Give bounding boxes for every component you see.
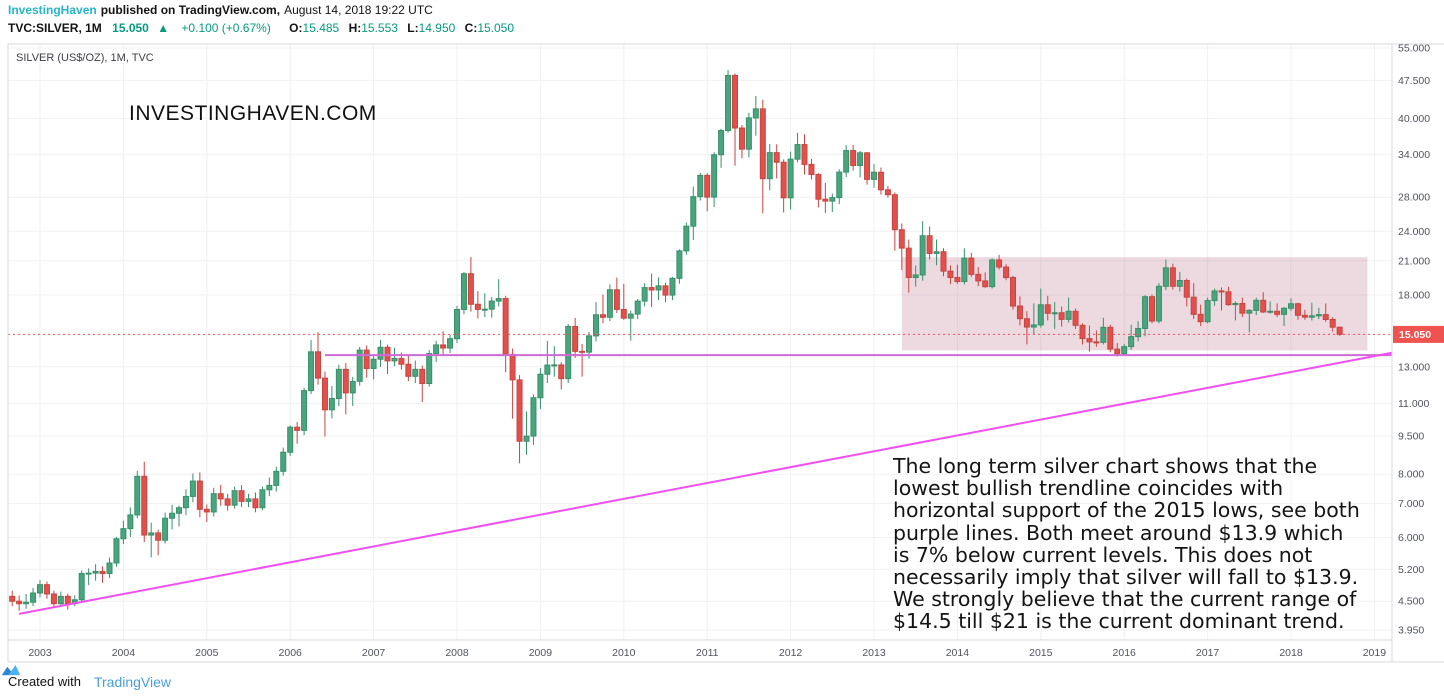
svg-text:2014: 2014 — [946, 647, 970, 659]
svg-text:8.000: 8.000 — [1398, 469, 1424, 481]
grid-layer — [8, 44, 1392, 640]
svg-text:4.500: 4.500 — [1398, 596, 1424, 608]
bullish-trendline[interactable] — [18, 351, 1393, 615]
change-arrow-icon: ▲ — [157, 21, 170, 35]
svg-text:5.200: 5.200 — [1398, 564, 1424, 576]
svg-text:2012: 2012 — [779, 647, 803, 659]
svg-text:18.000: 18.000 — [1398, 289, 1430, 301]
svg-text:2007: 2007 — [362, 647, 386, 659]
annotation-text: The long term silver chart shows that th… — [893, 455, 1360, 633]
high-value: 15.553 — [361, 21, 398, 35]
annotation-line: We strongly believe that the current ran… — [893, 587, 1357, 612]
open-value: 15.485 — [302, 21, 340, 35]
low-label: L: — [407, 21, 419, 35]
tradingview-brand-link[interactable]: TradingView — [93, 673, 172, 690]
annotation-line: $14.5 till $21 is the current dominant t… — [893, 609, 1345, 634]
plot-frame — [7, 43, 1444, 663]
candles-layer[interactable] — [9, 69, 1343, 611]
close-value: 15.050 — [477, 21, 515, 35]
svg-text:11.000: 11.000 — [1398, 398, 1429, 410]
svg-text:2010: 2010 — [612, 647, 636, 659]
svg-text:2011: 2011 — [696, 647, 719, 659]
created-with-label: Created with — [8, 674, 81, 689]
low-value: 14.950 — [418, 21, 456, 35]
symbol-name[interactable]: TVC:SILVER, 1M — [8, 21, 102, 35]
svg-text:34.000: 34.000 — [1398, 149, 1430, 161]
svg-text:15.050: 15.050 — [1399, 329, 1431, 341]
high-label: H: — [348, 21, 362, 35]
svg-text:9.500: 9.500 — [1398, 431, 1424, 443]
svg-text:2008: 2008 — [445, 647, 469, 659]
annotation-line: purple lines. Both meet around $13.9 whi… — [893, 520, 1344, 545]
current-price-badge: 15.050 — [1393, 325, 1444, 343]
annotation-line: horizontal support of the 2015 lows, see… — [893, 498, 1360, 523]
close-label: C: — [464, 21, 478, 35]
svg-text:28.000: 28.000 — [1398, 192, 1430, 204]
svg-text:21.000: 21.000 — [1398, 255, 1430, 267]
x-axis-time-scale[interactable]: 2003 2004 2005 2006 2007 2008 2009 2010 2011 2012… — [28, 647, 1386, 659]
footer-bar: Created with TradingView — [0, 663, 1444, 700]
svg-text:2009: 2009 — [529, 647, 553, 659]
open-label: O: — [289, 21, 303, 35]
svg-text:3.950: 3.950 — [1398, 625, 1424, 637]
svg-text:2003: 2003 — [28, 647, 52, 659]
price-change: +0.100 (+0.67%) — [181, 21, 271, 35]
annotation-line: necessarily imply that silver will fall … — [893, 565, 1359, 590]
svg-text:7.000: 7.000 — [1398, 498, 1424, 510]
svg-text:2004: 2004 — [112, 647, 136, 659]
svg-text:24.000: 24.000 — [1398, 226, 1430, 238]
svg-text:2019: 2019 — [1363, 647, 1387, 659]
svg-text:2006: 2006 — [279, 647, 303, 659]
svg-text:47.500: 47.500 — [1398, 75, 1430, 87]
publisher-name[interactable]: InvestingHaven — [8, 3, 97, 17]
svg-text:55.000: 55.000 — [1398, 43, 1430, 55]
published-on-text: published on TradingView.com, — [100, 3, 281, 17]
svg-text:2018: 2018 — [1279, 647, 1303, 659]
y-axis-price-scale[interactable]: 55.000 47.500 40.000 34.000 28.000 24.000 21.0… — [1398, 43, 1430, 637]
svg-text:2017: 2017 — [1196, 647, 1220, 659]
chart-legend-title[interactable]: SILVER (US$/OZ), 1M, TVC — [16, 52, 154, 64]
svg-text:40.000: 40.000 — [1398, 113, 1430, 125]
svg-text:2013: 2013 — [862, 647, 886, 659]
annotation-line: is 7% below current levels. This does no… — [893, 542, 1313, 567]
svg-text:2005: 2005 — [195, 647, 219, 659]
svg-text:2016: 2016 — [1113, 647, 1137, 659]
svg-text:13.000: 13.000 — [1398, 361, 1430, 373]
last-price: 15.050 — [112, 21, 149, 35]
annotation-line: The long term silver chart shows that th… — [893, 454, 1318, 478]
publish-header: InvestingHaven published on TradingView.c… — [8, 3, 433, 17]
published-date: August 14, 2018 19:22 UTC — [284, 3, 433, 17]
watermark-text: INVESTINGHAVEN.COM — [129, 102, 377, 125]
symbol-ohlc-row: TVC:SILVER, 1M 15.050 ▲ +0.100 (+0.67%) … — [8, 21, 514, 35]
svg-text:2015: 2015 — [1029, 647, 1053, 659]
annotation-line: lowest bullish trendline coincides with — [893, 476, 1284, 501]
svg-text:6.000: 6.000 — [1398, 532, 1424, 544]
